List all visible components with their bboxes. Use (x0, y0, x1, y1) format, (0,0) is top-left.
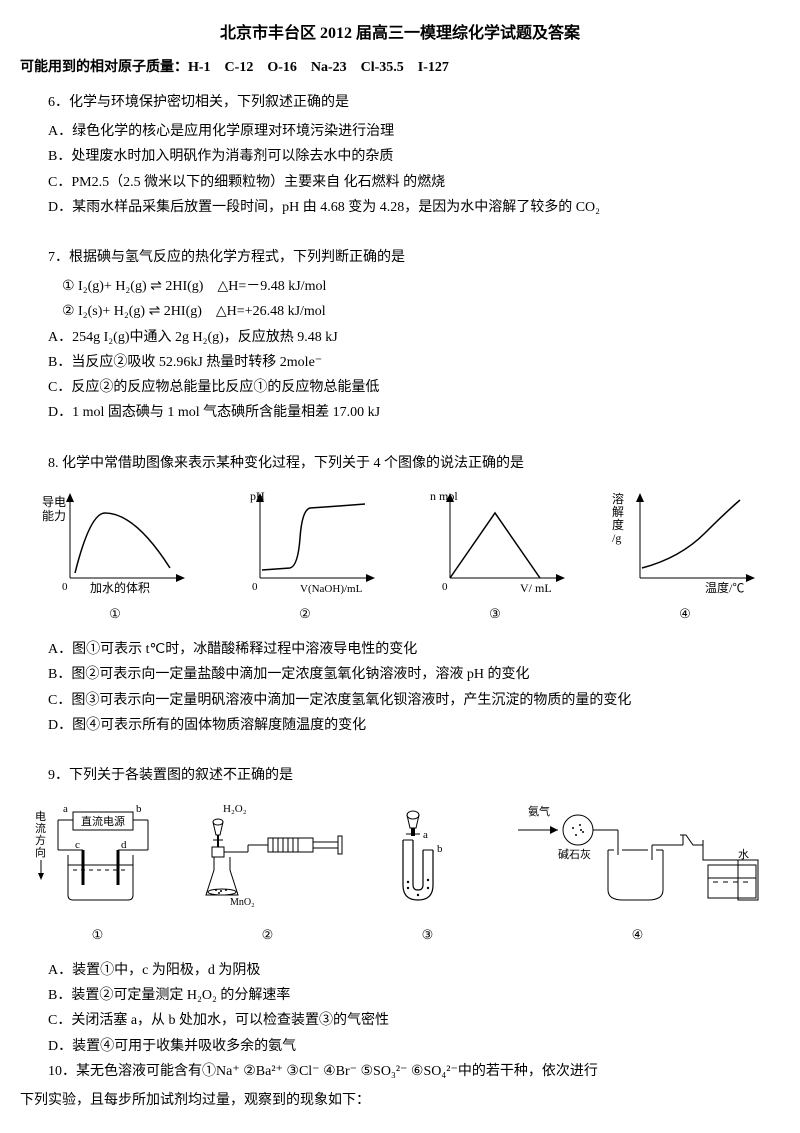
atomic-mass-line: 可能用到的相对原子质量：H-1 C-12 O-16 Na-23 Cl-35.5 … (20, 55, 780, 80)
chart-4-svg: 溶 解 度 /g 温度/℃ (610, 488, 760, 598)
apparatus-2-mno2: MnO₂ (230, 897, 255, 908)
chart-1-ylabel: 导电 (42, 495, 66, 509)
chart-1-svg: 导电 能力 0 加水的体积 (40, 488, 190, 598)
svg-text:解: 解 (612, 505, 624, 519)
svg-text:/g: /g (612, 531, 621, 545)
apparatus-4-label: ④ (508, 923, 768, 946)
chart-3-ylabel: n mol (430, 489, 458, 503)
q6-opt-a: A．绿色化学的核心是应用化学原理对环境污染进行治理 (48, 119, 780, 144)
chart-2-xlabel: V(NaOH)/mL (300, 583, 363, 595)
chart-3-xlabel: V/ mL (520, 581, 552, 595)
q6-opt-c: C．PM2.5（2.5 微米以下的细颗粒物）主要来自 化石燃料 的燃烧 (48, 170, 780, 195)
apparatus-2-label: ② (188, 923, 348, 946)
apparatus-1-d: d (121, 839, 127, 851)
apparatus-1-svg: 电 流 方 向 直流电源 a b c d (33, 800, 163, 915)
apparatus-3-svg: a b (373, 800, 483, 915)
q8-charts-row: 导电 能力 0 加水的体积 ① pH 0 V(NaOH)/mL ② n mol (20, 488, 780, 625)
q6-opt-d: D．某雨水样品采集后放置一段时间，pH 由 4.68 变为 4.28，是因为水中… (48, 195, 780, 220)
svg-text:方: 方 (35, 833, 46, 847)
svg-text:向: 向 (35, 845, 46, 859)
apparatus-2-h2o2: H₂O₂ (223, 803, 247, 815)
q8-opt-a: A．图①可表示 t℃时，冰醋酸稀释过程中溶液导电性的变化 (48, 637, 780, 662)
q9-opt-c: C．关闭活塞 a，从 b 处加水，可以检查装置③的气密性 (48, 1008, 780, 1033)
chart-2: pH 0 V(NaOH)/mL ② (230, 488, 380, 625)
page-title: 北京市丰台区 2012 届高三一模理综化学试题及答案 (20, 20, 780, 49)
q6-stem: 6．化学与环境保护密切相关，下列叙述正确的是 (48, 90, 780, 115)
q7-opt-a: A．254g I₂(g)中通入 2g H₂(g)，反应放热 9.48 kJ (48, 325, 780, 350)
chart-4: 溶 解 度 /g 温度/℃ ④ (610, 488, 760, 625)
apparatus-1-a: a (63, 803, 68, 815)
svg-text:0: 0 (442, 581, 448, 593)
atomic-mass-values: H-1 C-12 O-16 Na-23 Cl-35.5 I-127 (188, 60, 449, 75)
q7-opt-b: B．当反应②吸收 52.96kJ 热量时转移 2mole⁻ (48, 350, 780, 375)
q9-apparatus-row: 电 流 方 向 直流电源 a b c d ① (20, 800, 780, 946)
q10-stem: 10．某无色溶液可能含有①Na⁺ ②Ba²⁺ ③Cl⁻ ④Br⁻ ⑤SO₃²⁻ … (48, 1059, 780, 1084)
chart-4-ylabel: 溶 (612, 491, 624, 506)
q7-stem: 7．根据碘与氢气反应的热化学方程式，下列判断正确的是 (48, 245, 780, 270)
apparatus-1-power: 直流电源 (81, 814, 125, 828)
atomic-mass-label: 可能用到的相对原子质量： (20, 60, 188, 75)
apparatus-3-b: b (437, 843, 443, 855)
q7-opt-c: C．反应②的反应物总能量比反应①的反应物总能量低 (48, 375, 780, 400)
apparatus-4: 氨气 碱石灰 水 ④ (508, 800, 768, 946)
q7-eq2: ② I₂(s)+ H₂(g) ⇌ 2HI(g) △H=+26.48 kJ/mol (62, 299, 780, 324)
svg-text:0: 0 (252, 581, 258, 593)
q7-eq1: ① I₂(g)+ H₂(g) ⇌ 2HI(g) △H=－9.48 kJ/mol (62, 274, 780, 299)
chart-4-label: ④ (610, 602, 760, 625)
svg-text:流: 流 (35, 821, 46, 835)
chart-1: 导电 能力 0 加水的体积 ① (40, 488, 190, 625)
q8-stem: 8. 化学中常借助图像来表示某种变化过程，下列关于 4 个图像的说法正确的是 (48, 451, 780, 476)
q9-opt-b: B．装置②可定量测定 H₂O₂ 的分解速率 (48, 983, 780, 1008)
chart-2-svg: pH 0 V(NaOH)/mL (230, 488, 380, 598)
chart-2-label: ② (230, 602, 380, 625)
apparatus-2: H₂O₂ MnO₂ ② (188, 800, 348, 946)
apparatus-4-svg: 氨气 碱石灰 水 (508, 800, 768, 915)
chart-1-xlabel: 加水的体积 (90, 580, 150, 595)
apparatus-3: a b ③ (373, 800, 483, 946)
svg-text:电: 电 (35, 810, 46, 823)
q9-stem: 9．下列关于各装置图的叙述不正确的是 (48, 763, 780, 788)
chart-1-label: ① (40, 602, 190, 625)
q9-opt-a: A．装置①中，c 为阳极，d 为阴极 (48, 958, 780, 983)
chart-1-ylabel2: 能力 (42, 509, 66, 523)
q8-opt-c: C．图③可表示向一定量明矾溶液中滴加一定浓度氢氧化钡溶液时，产生沉淀的物质的量的… (48, 688, 780, 713)
q10-stem2: 下列实验，且每步所加试剂均过量，观察到的现象如下： (20, 1088, 780, 1113)
apparatus-1-label: ① (33, 923, 163, 946)
chart-4-xlabel: 温度/℃ (705, 580, 744, 595)
chart-3: n mol 0 V/ mL ③ (420, 488, 570, 625)
q8-opt-b: B．图②可表示向一定量盐酸中滴加一定浓度氢氧化钠溶液时，溶液 pH 的变化 (48, 662, 780, 687)
q7-opt-d: D．1 mol 固态碘与 1 mol 气态碘所含能量相差 17.00 kJ (48, 400, 780, 425)
apparatus-1-c: c (75, 839, 80, 851)
apparatus-3-a: a (423, 829, 428, 841)
apparatus-2-svg: H₂O₂ MnO₂ (188, 800, 348, 915)
apparatus-3-label: ③ (373, 923, 483, 946)
svg-text:度: 度 (612, 517, 624, 532)
apparatus-4-lime: 碱石灰 (558, 847, 591, 861)
chart-3-svg: n mol 0 V/ mL (420, 488, 570, 598)
q6-opt-b: B．处理废水时加入明矾作为消毒剂可以除去水中的杂质 (48, 144, 780, 169)
apparatus-4-water: 水 (738, 848, 749, 861)
chart-3-label: ③ (420, 602, 570, 625)
q8-opt-d: D．图④可表示所有的固体物质溶解度随温度的变化 (48, 713, 780, 738)
apparatus-1-b: b (136, 803, 142, 815)
svg-text:0: 0 (62, 581, 68, 593)
q9-opt-d: D．装置④可用于收集并吸收多余的氨气 (48, 1034, 780, 1059)
apparatus-1: 电 流 方 向 直流电源 a b c d ① (33, 800, 163, 946)
apparatus-4-gas: 氨气 (528, 804, 550, 818)
